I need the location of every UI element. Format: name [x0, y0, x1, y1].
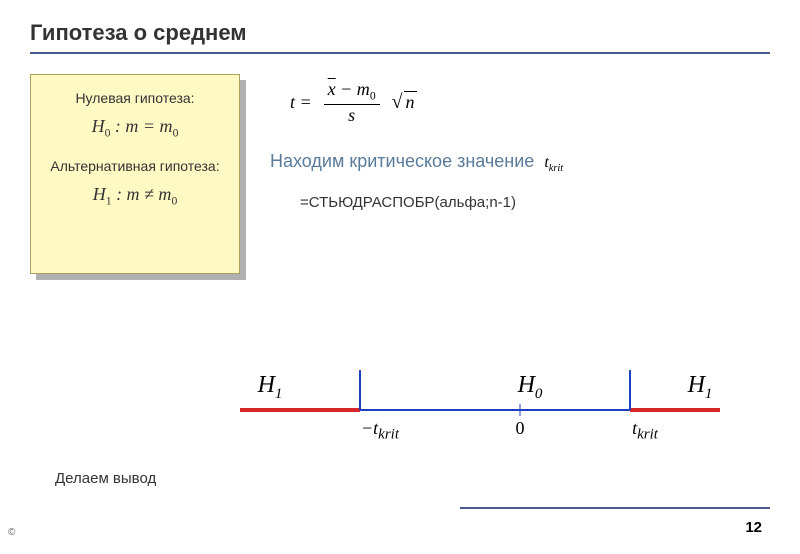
- svg-text:−tkrit: −tkrit: [361, 418, 400, 443]
- conclusion-text: Делаем вывод: [55, 470, 156, 487]
- footer-line: [460, 507, 770, 509]
- title-area: Гипотеза о среднем: [30, 20, 770, 54]
- hypothesis-diagram: H1 H0 H1 −tkrit 0 tkrit: [200, 350, 740, 470]
- fraction: x − m0 s: [324, 79, 380, 126]
- page-number: 12: [745, 519, 762, 536]
- alt-hypothesis-label: Альтернативная гипотеза:: [41, 158, 229, 174]
- t-statistic-formula: t = x − m0 s √n: [290, 79, 770, 126]
- copyright: ©: [8, 527, 15, 538]
- null-hypothesis-formula: H0 : m = m0: [41, 116, 229, 140]
- svg-text:H0: H0: [517, 372, 543, 402]
- null-hypothesis-label: Нулевая гипотеза:: [41, 90, 229, 106]
- critical-value-heading: Находим критическое значение tkrit: [270, 151, 770, 174]
- right-column: t = x − m0 s √n Находим критическое знач…: [270, 74, 770, 274]
- box-body: Нулевая гипотеза: H0 : m = m0 Альтернати…: [30, 74, 240, 274]
- svg-text:tkrit: tkrit: [632, 418, 659, 443]
- title-underline: [30, 52, 770, 54]
- svg-text:0: 0: [516, 418, 525, 438]
- svg-text:H1: H1: [687, 372, 713, 402]
- hypothesis-box: Нулевая гипотеза: H0 : m = m0 Альтернати…: [30, 74, 240, 274]
- slide-title: Гипотеза о среднем: [30, 20, 770, 46]
- excel-formula: =СТЬЮДРАСПОБР(альфа;n-1): [300, 194, 770, 211]
- alt-hypothesis-formula: H1 : m ≠ m0: [41, 184, 229, 208]
- svg-text:H1: H1: [257, 372, 283, 402]
